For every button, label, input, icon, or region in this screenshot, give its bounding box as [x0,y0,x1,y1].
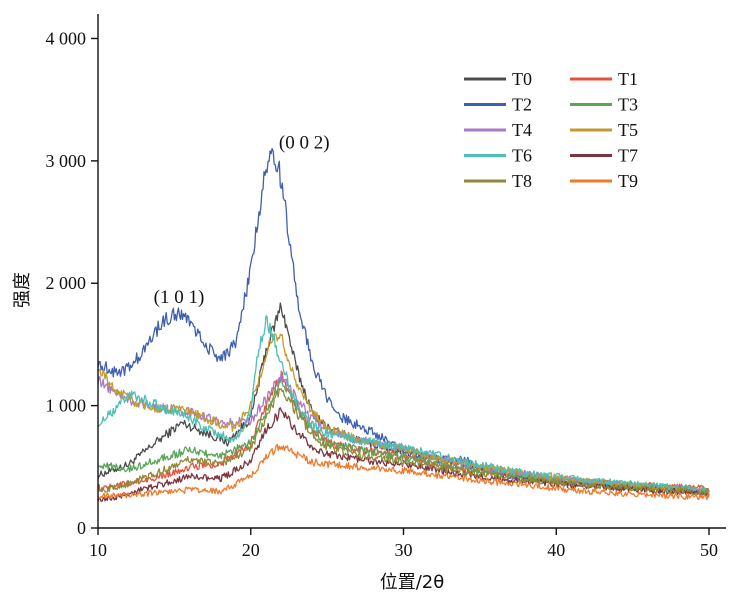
series-T6 [97,315,710,494]
legend-label-T3: T3 [618,95,638,115]
legend-label-T1: T1 [618,69,638,89]
series-layer [97,147,710,502]
legend-label-T2: T2 [512,95,532,115]
x-tick-label: 40 [547,540,565,560]
legend-label-T5: T5 [618,120,638,140]
y-axis-title: 强度 [12,272,33,308]
y-tick-label: 3 000 [46,151,87,171]
axes-layer [97,14,726,529]
legend-label-T6: T6 [512,146,532,166]
y-tick-label: 2 000 [46,273,87,293]
x-tick-label: 10 [89,540,107,560]
legend-label-T0: T0 [512,69,532,89]
peak-label: (1 0 1) [154,287,205,308]
series-T8 [97,388,710,496]
y-tick-label: 4 000 [46,28,87,48]
legend: T0 T1 T2 T3 T4 T5 T6 T7 T8 T9 [464,69,638,191]
series-T9 [97,443,710,501]
legend-label-T7: T7 [618,146,638,166]
series-T4 [97,370,710,495]
x-tick-label: 20 [242,540,260,560]
series-T5 [97,333,710,495]
x-tick-label: 30 [395,540,413,560]
series-T2 [97,147,710,496]
x-axis-title: 位置/2θ [380,572,445,593]
ticks-layer: 10 20 30 40 50 0 1 000 2 000 3 000 4 000 [46,28,719,560]
y-tick-label: 1 000 [46,396,87,416]
legend-label-T9: T9 [618,171,638,191]
legend-label-T8: T8 [512,171,532,191]
y-tick-label: 0 [77,518,86,538]
legend-label-T4: T4 [512,120,532,140]
annotation-layer: (1 0 1) (0 0 2) [154,133,330,308]
x-tick-label: 50 [700,540,718,560]
peak-label: (0 0 2) [279,133,330,154]
